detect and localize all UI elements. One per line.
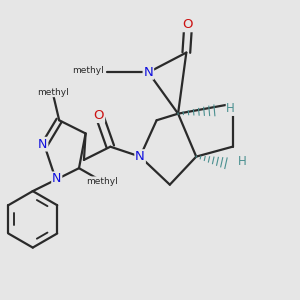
Text: N: N bbox=[135, 150, 145, 163]
Text: O: O bbox=[183, 18, 193, 31]
Text: O: O bbox=[94, 109, 104, 122]
Text: N: N bbox=[38, 138, 47, 151]
Text: N: N bbox=[143, 66, 153, 79]
Text: methyl: methyl bbox=[37, 88, 68, 97]
Text: methyl: methyl bbox=[86, 177, 118, 186]
Text: N: N bbox=[52, 172, 62, 185]
Text: methyl: methyl bbox=[72, 66, 104, 75]
Text: H: H bbox=[238, 155, 247, 168]
Text: H: H bbox=[226, 102, 235, 116]
